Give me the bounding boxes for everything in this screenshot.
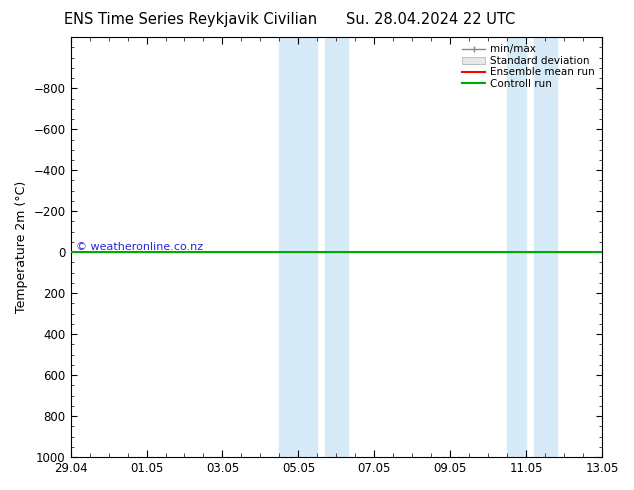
- Text: Su. 28.04.2024 22 UTC: Su. 28.04.2024 22 UTC: [347, 12, 515, 27]
- Text: ENS Time Series Reykjavik Civilian: ENS Time Series Reykjavik Civilian: [63, 12, 317, 27]
- Text: © weatheronline.co.nz: © weatheronline.co.nz: [76, 242, 203, 252]
- Bar: [534, 37, 557, 457]
- Y-axis label: Temperature 2m (°C): Temperature 2m (°C): [15, 181, 28, 313]
- Bar: [280, 37, 318, 457]
- Legend: min/max, Standard deviation, Ensemble mean run, Controll run: min/max, Standard deviation, Ensemble me…: [460, 42, 597, 91]
- Bar: [325, 37, 348, 457]
- Bar: [507, 37, 526, 457]
